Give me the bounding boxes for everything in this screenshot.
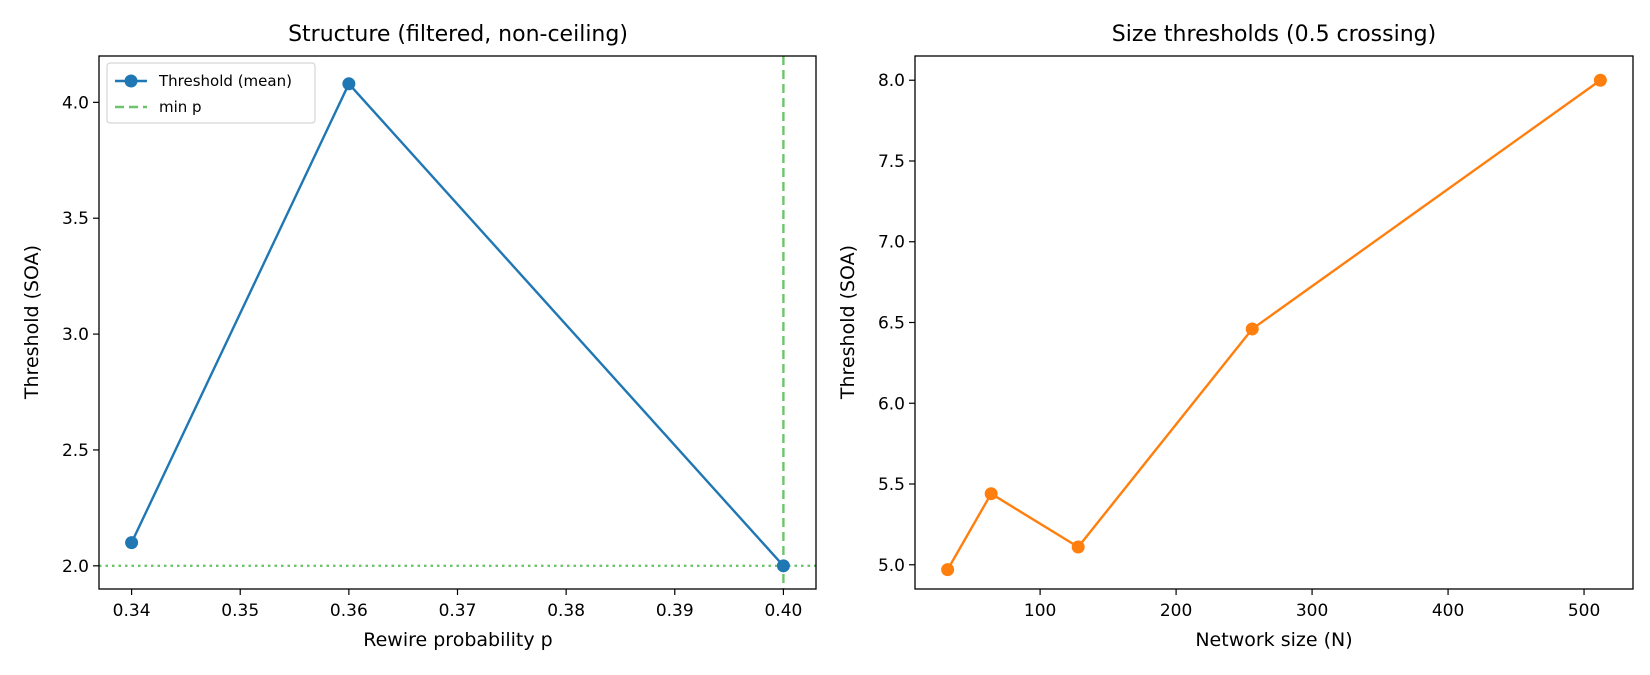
right-data-point [1245,322,1259,336]
left-chart-title: Structure (filtered, non-ceiling) [288,22,628,47]
right-chart-title: Size thresholds (0.5 crossing) [1112,22,1436,47]
left-y-tick-label: 2.5 [62,441,89,461]
right-y-tick-label: 5.0 [878,556,905,576]
legend-box [106,62,316,124]
right-x-tick-label: 300 [1296,601,1328,621]
right-data-point [1593,73,1607,87]
left-y-tick-label: 4.0 [62,93,89,113]
left-axes-frame [98,55,817,590]
left-data-point [776,559,790,573]
right-data-point [1071,540,1085,554]
right-y-tick-label: 6.0 [878,394,905,414]
left-x-tick-label: 0.34 [113,601,151,621]
left-y-tick-label: 3.5 [62,209,89,229]
left-data-point [342,77,356,91]
left-y-axis-label: Threshold (SOA) [21,245,43,400]
right-y-tick-label: 7.5 [878,152,905,172]
right-x-tick-label: 100 [1024,601,1056,621]
left-x-tick-label: 0.37 [439,601,477,621]
left-x-tick-label: 0.35 [221,601,259,621]
right-y-tick-label: 7.0 [878,233,905,253]
right-y-tick-label: 8.0 [878,71,905,91]
left-data-point [125,536,139,550]
right-data-point [941,563,955,577]
right-y-tick-label: 6.5 [878,314,905,334]
left-x-tick-label: 0.40 [764,601,802,621]
left-x-tick-label: 0.38 [547,601,585,621]
legend-reference-label: min p [159,98,202,116]
right-x-tick-label: 500 [1568,601,1600,621]
right-axes-frame [914,55,1634,590]
right-x-tick-label: 400 [1432,601,1464,621]
left-x-tick-label: 0.39 [656,601,694,621]
left-chart-panel: Structure (filtered, non-ceiling) Rewire… [21,22,817,651]
legend-series-swatch-marker [124,74,138,88]
right-y-axis-label: Threshold (SOA) [837,245,859,400]
right-x-tick-label: 200 [1160,601,1192,621]
legend-series-label: Threshold (mean) [158,72,292,90]
right-data-point [984,487,998,501]
right-y-tick-label: 5.5 [878,475,905,495]
left-y-tick-label: 3.0 [62,325,89,345]
left-y-tick-label: 2.0 [62,557,89,577]
right-x-axis-label: Network size (N) [1195,629,1352,651]
left-x-axis-label: Rewire probability p [363,629,552,651]
left-x-tick-label: 0.36 [330,601,368,621]
right-chart-panel: Size thresholds (0.5 crossing) Network s… [837,22,1634,651]
